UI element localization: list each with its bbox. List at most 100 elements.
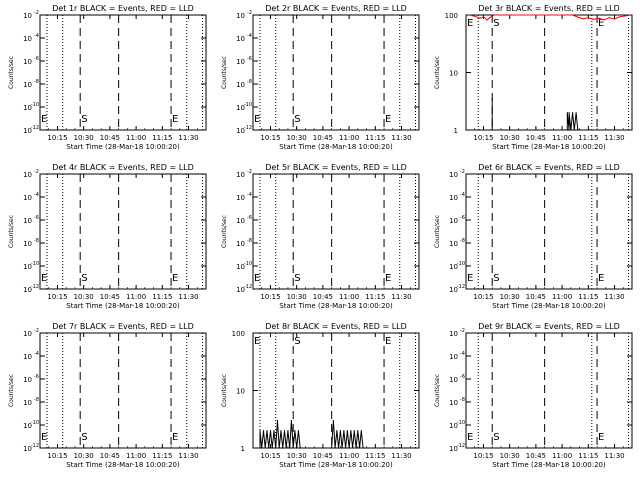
events-series-point	[357, 430, 359, 432]
y-tick-label: 10	[23, 127, 32, 135]
start-marker: S	[493, 432, 499, 443]
y-tick-label: 10	[23, 58, 32, 66]
y-tick-label: 10	[236, 104, 245, 112]
y-tick-label: 10	[23, 194, 32, 202]
y-tick-exponent: -12	[244, 284, 252, 290]
y-tick-exponent: -4	[34, 351, 39, 357]
x-tick-label: 10:30	[74, 134, 94, 142]
y-tick-exponent: -10	[31, 261, 39, 267]
x-tick-label: 10:15	[473, 134, 493, 142]
x-tick-label: 10:30	[500, 293, 520, 301]
y-tick-exponent: -6	[34, 215, 39, 221]
lld-series-point	[493, 14, 495, 16]
start-marker: S	[81, 432, 87, 443]
y-tick-exponent: -2	[34, 169, 39, 175]
events-series-point	[296, 447, 298, 449]
y-tick-label: 10	[449, 70, 458, 78]
y-tick-label: 10	[449, 422, 458, 430]
x-tick-label: 11:30	[178, 293, 198, 301]
y-axis-label: Counts/sec	[221, 56, 228, 89]
x-tick-label: 11:30	[178, 134, 198, 142]
x-tick-label: 10:15	[473, 293, 493, 301]
y-axis-label: Counts/sec	[221, 215, 228, 248]
x-tick-label: 11:15	[365, 452, 385, 460]
x-tick-label: 11:00	[552, 134, 572, 142]
lld-series-point	[624, 15, 626, 17]
plot-frame	[465, 173, 633, 290]
x-tick-label: 11:30	[178, 452, 198, 460]
y-tick-exponent: -10	[31, 420, 39, 426]
y-tick-exponent: -2	[247, 169, 252, 175]
y-tick-label: 10	[449, 399, 458, 407]
events-series-point	[282, 447, 284, 449]
y-tick-exponent: -4	[34, 33, 39, 39]
y-tick-label: 10	[23, 330, 32, 338]
events-series-point	[362, 447, 364, 449]
x-tick-label: 10:45	[313, 452, 333, 460]
x-tick-label: 11:15	[578, 452, 598, 460]
lld-series-point	[474, 15, 476, 17]
events-series-point	[358, 447, 361, 449]
events-series-point	[259, 447, 261, 449]
x-tick-label: 11:00	[126, 134, 146, 142]
events-series-point	[491, 98, 493, 100]
y-tick-label: 10	[449, 330, 458, 338]
x-tick-label: 10:45	[313, 134, 333, 142]
lld-series-point	[592, 18, 595, 20]
panel-title: Det 7r BLACK = Events, RED = LLD	[52, 322, 194, 331]
y-tick-label: 10	[236, 217, 245, 225]
y-tick-exponent: -6	[34, 374, 39, 380]
y-axis-label: Counts/sec	[8, 215, 15, 248]
events-series-point	[278, 447, 280, 449]
y-tick-exponent: -2	[247, 10, 252, 16]
x-axis-label: Start Time (28-Mar-18 10:00:20)	[492, 143, 606, 151]
y-tick-label: 10	[449, 286, 458, 294]
events-series-point	[275, 447, 277, 449]
x-tick-label: 10:15	[47, 293, 67, 301]
panel-title: Det 2r BLACK = Events, RED = LLD	[265, 4, 407, 13]
end-marker: E	[172, 114, 178, 125]
detector-panel-6: Det 6r BLACK = Events, RED = LLD 10:15 10:…	[434, 163, 633, 310]
y-tick-exponent: -10	[31, 102, 39, 108]
x-axis-label: Start Time (28-Mar-18 10:00:20)	[492, 461, 606, 469]
edge-marker: E	[467, 273, 473, 284]
events-series-point	[294, 430, 296, 432]
y-tick-exponent: -4	[34, 192, 39, 198]
x-axis-label: Start Time (28-Mar-18 10:00:20)	[279, 143, 393, 151]
y-tick-label: 10	[449, 217, 458, 225]
y-tick-label: 10	[236, 388, 245, 396]
events-series-point	[338, 447, 340, 449]
plot-frame	[465, 332, 633, 449]
x-tick-label: 10:45	[526, 293, 546, 301]
events-series-point	[268, 447, 270, 449]
x-tick-label: 11:30	[391, 134, 411, 142]
x-tick-label: 10:30	[287, 452, 307, 460]
y-tick-label: 10	[23, 240, 32, 248]
events-series-point	[573, 129, 575, 131]
y-axis-label: Counts/sec	[221, 374, 228, 407]
events-series-point	[285, 447, 287, 449]
y-tick-exponent: -8	[34, 238, 39, 244]
x-tick-label: 11:30	[391, 452, 411, 460]
y-tick-label: 10	[236, 240, 245, 248]
y-tick-exponent: -4	[247, 192, 252, 198]
events-series-point	[287, 430, 289, 432]
x-tick-label: 10:45	[100, 452, 120, 460]
x-tick-label: 11:15	[152, 134, 172, 142]
events-series-point	[568, 129, 570, 131]
x-tick-label: 11:00	[126, 293, 146, 301]
y-axis-label: Counts/sec	[434, 215, 441, 248]
events-series-point	[353, 430, 355, 432]
y-tick-exponent: -6	[247, 215, 252, 221]
detector-panel-7: Det 7r BLACK = Events, RED = LLD 10:15 10:…	[8, 322, 207, 469]
events-series-point	[348, 447, 350, 449]
events-series-point	[276, 419, 279, 422]
lld-series-point	[587, 17, 589, 19]
y-tick-label: 10	[23, 12, 32, 20]
lld-series-point	[613, 18, 616, 20]
x-tick-label: 10:30	[500, 452, 520, 460]
y-tick-label: 10	[23, 445, 32, 453]
edge-marker: E	[41, 273, 47, 284]
x-tick-label: 11:15	[152, 293, 172, 301]
lld-series-point	[598, 17, 600, 19]
